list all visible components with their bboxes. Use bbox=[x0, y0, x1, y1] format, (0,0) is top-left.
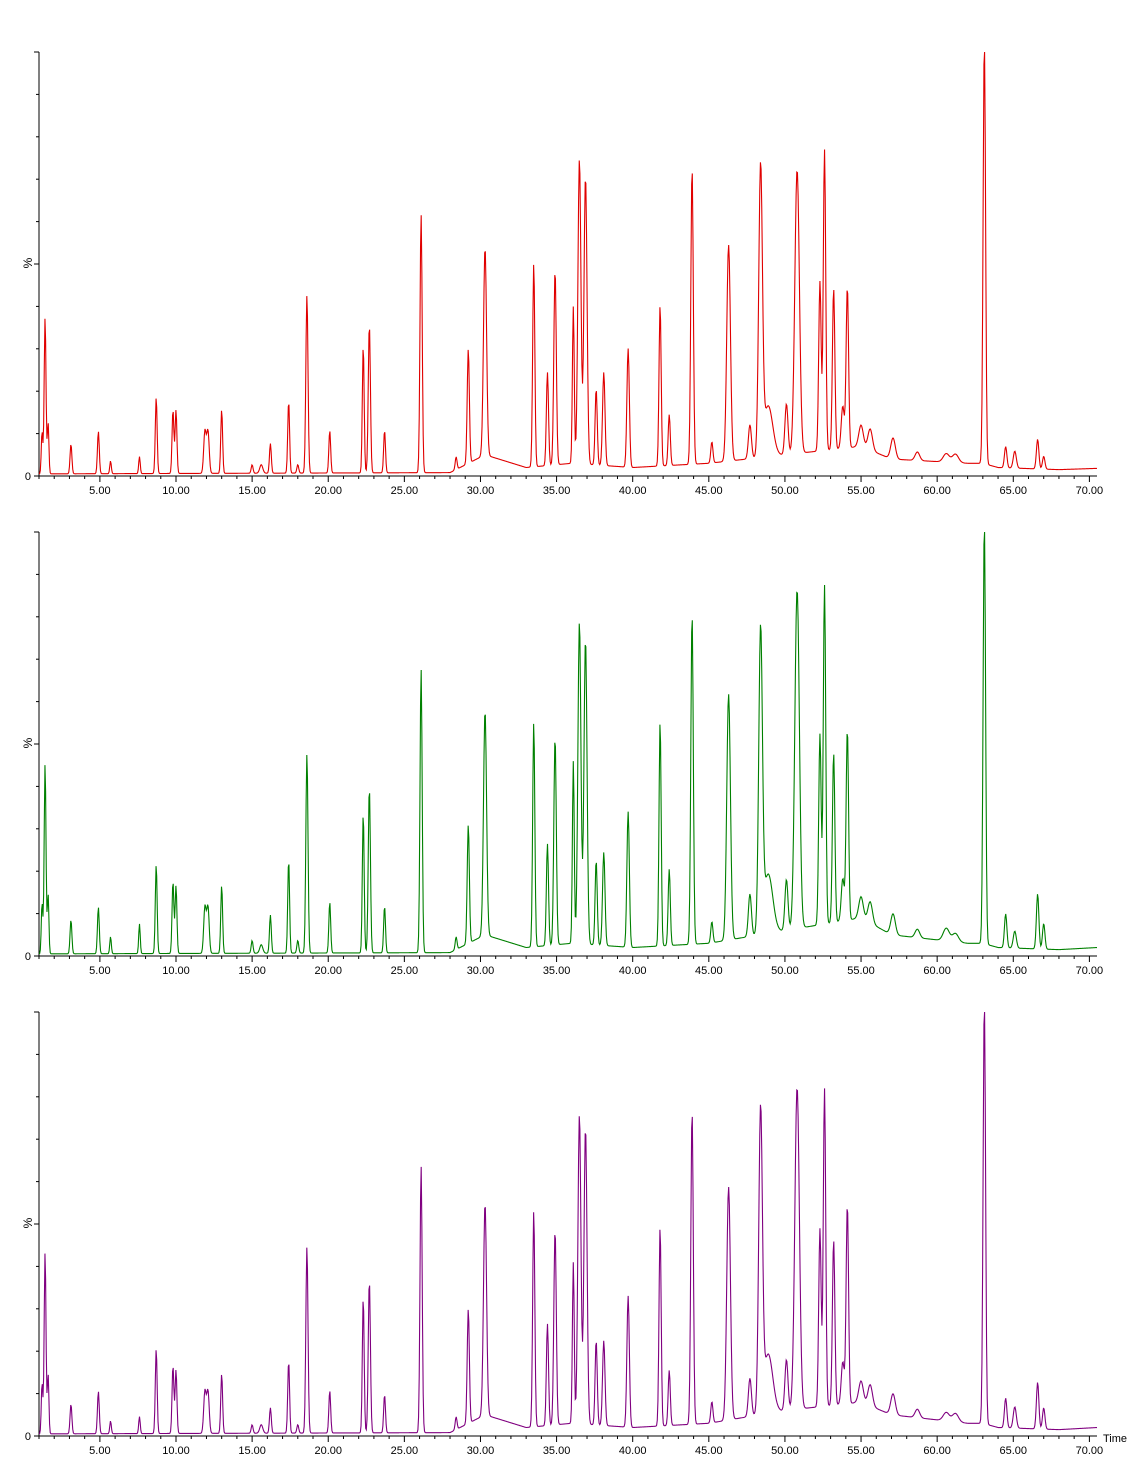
x-tick-label: 10.00 bbox=[162, 1445, 190, 1457]
x-tick-label: 20.00 bbox=[314, 485, 342, 497]
chromatogram-panel-purple: 5.00 10.00 15.00 20.00 25.00 30.00 35.00 40.00 4… bbox=[21, 1011, 1127, 1457]
x-tick-label: 40.00 bbox=[619, 965, 647, 977]
x-tick-label: 60.00 bbox=[923, 485, 951, 497]
x-tick-label: 40.00 bbox=[619, 1445, 647, 1457]
chromatogram-panel-red: 5.00 10.00 15.00 20.00 25.00 30.00 35.00 40.00 4… bbox=[21, 51, 1104, 497]
y-axis-label: % bbox=[21, 257, 35, 268]
x-tick-label: 10.00 bbox=[162, 965, 190, 977]
x-tick-label: 30.00 bbox=[467, 1445, 495, 1457]
y-axis-label: % bbox=[21, 1217, 35, 1228]
y-zero-label: 0 bbox=[25, 471, 31, 483]
x-tick-label: 35.00 bbox=[543, 965, 571, 977]
x-tick-label: 45.00 bbox=[695, 485, 723, 497]
x-tick-label: 50.00 bbox=[771, 965, 799, 977]
x-tick-label: 65.00 bbox=[1000, 485, 1028, 497]
x-tick-label: 35.00 bbox=[543, 485, 571, 497]
x-tick-label: 50.00 bbox=[771, 1445, 799, 1457]
x-tick-label: 10.00 bbox=[162, 485, 190, 497]
x-tick-label: 55.00 bbox=[847, 485, 875, 497]
x-tick-label: 20.00 bbox=[314, 1445, 342, 1457]
chromatogram-panel-green: 5.00 10.00 15.00 20.00 25.00 30.00 35.00 40.00 4… bbox=[21, 531, 1104, 977]
x-tick-label: 55.00 bbox=[847, 1445, 875, 1457]
y-axis-label: % bbox=[21, 737, 35, 748]
chromatogram-trace bbox=[38, 531, 1098, 955]
x-tick-label: 15.00 bbox=[238, 965, 266, 977]
x-tick-label: 70.00 bbox=[1076, 485, 1104, 497]
x-tick-label: 50.00 bbox=[771, 485, 799, 497]
x-tick-label: 70.00 bbox=[1076, 965, 1104, 977]
x-tick-label: 15.00 bbox=[238, 485, 266, 497]
x-tick-label: 35.00 bbox=[543, 1445, 571, 1457]
y-zero-label: 0 bbox=[25, 951, 31, 963]
x-tick-label: 70.00 bbox=[1076, 1445, 1104, 1457]
x-tick-label: 60.00 bbox=[923, 1445, 951, 1457]
x-tick-label: 20.00 bbox=[314, 965, 342, 977]
chromatogram-trace bbox=[38, 1011, 1098, 1435]
x-axis-label: Time bbox=[1103, 1433, 1127, 1445]
x-tick-label: 5.00 bbox=[89, 1445, 110, 1457]
x-tick-label: 65.00 bbox=[1000, 965, 1028, 977]
x-tick-label: 40.00 bbox=[619, 485, 647, 497]
x-tick-label: 25.00 bbox=[391, 485, 419, 497]
x-tick-label: 25.00 bbox=[391, 1445, 419, 1457]
x-tick-label: 55.00 bbox=[847, 965, 875, 977]
x-tick-label: 30.00 bbox=[467, 485, 495, 497]
x-tick-label: 25.00 bbox=[391, 965, 419, 977]
x-tick-label: 30.00 bbox=[467, 965, 495, 977]
y-zero-label: 0 bbox=[25, 1431, 31, 1443]
x-tick-label: 5.00 bbox=[89, 965, 110, 977]
x-tick-label: 5.00 bbox=[89, 485, 110, 497]
x-tick-label: 15.00 bbox=[238, 1445, 266, 1457]
x-tick-label: 45.00 bbox=[695, 1445, 723, 1457]
x-tick-label: 45.00 bbox=[695, 965, 723, 977]
x-tick-label: 65.00 bbox=[1000, 1445, 1028, 1457]
chromatogram-trace bbox=[38, 51, 1098, 475]
x-tick-label: 60.00 bbox=[923, 965, 951, 977]
